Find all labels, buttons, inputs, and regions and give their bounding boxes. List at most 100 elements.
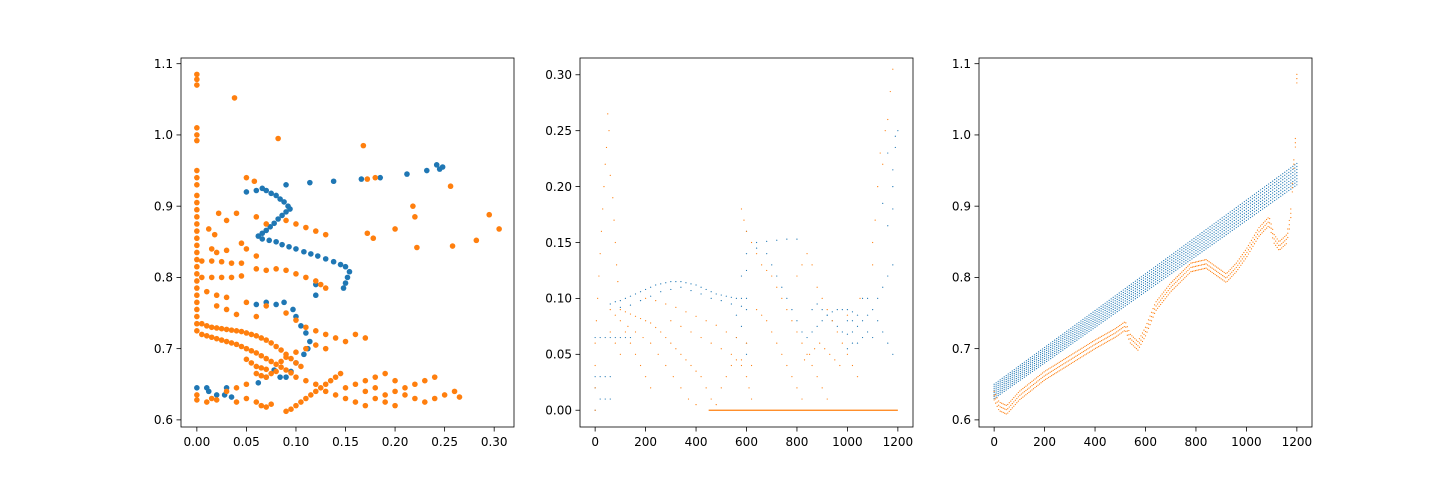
data-point	[1259, 195, 1262, 197]
data-point	[194, 328, 200, 334]
data-point	[1068, 342, 1070, 345]
data-point	[1238, 266, 1240, 269]
data-point	[614, 241, 616, 244]
data-point	[372, 174, 379, 181]
data-point	[1072, 342, 1074, 344]
y-tick-label: 0.7	[154, 342, 173, 356]
data-point	[1179, 253, 1181, 255]
data-point	[999, 387, 1001, 389]
data-point	[1052, 347, 1054, 349]
data-point	[634, 331, 637, 333]
data-point	[322, 345, 329, 352]
data-point	[1259, 189, 1262, 191]
data-point	[1021, 365, 1023, 367]
data-point	[1272, 195, 1274, 197]
data-point	[1259, 209, 1262, 212]
data-point	[1060, 341, 1062, 344]
data-point	[259, 236, 266, 242]
data-point	[1280, 183, 1282, 185]
data-point	[1021, 373, 1023, 375]
data-point	[1197, 245, 1199, 248]
data-point	[1163, 259, 1165, 262]
data-point	[1092, 320, 1094, 323]
data-point	[1088, 319, 1090, 321]
data-point	[228, 274, 235, 281]
data-point	[1140, 276, 1143, 278]
data-point	[1290, 176, 1292, 178]
data-point	[1189, 259, 1191, 261]
data-point	[1292, 165, 1294, 167]
data-point	[1130, 298, 1132, 300]
data-point	[1154, 273, 1157, 275]
data-point	[1233, 225, 1235, 227]
data-point	[1096, 315, 1098, 317]
data-point	[690, 289, 692, 292]
data-point	[808, 353, 811, 355]
data-point	[1007, 379, 1009, 381]
data-point	[1243, 201, 1245, 203]
data-point	[1055, 363, 1057, 365]
data-point	[194, 285, 200, 291]
data-point	[872, 308, 874, 311]
data-point	[1282, 245, 1284, 248]
data-point	[1241, 222, 1243, 224]
data-point	[1019, 375, 1021, 377]
data-point	[1161, 271, 1163, 274]
data-point	[1029, 365, 1032, 367]
data-point	[1249, 205, 1252, 207]
data-point	[1286, 185, 1288, 187]
data-point	[1165, 266, 1167, 268]
x-tick-label: 200	[634, 435, 657, 449]
data-point	[194, 313, 200, 320]
data-point	[1092, 323, 1094, 325]
axes-frame	[180, 57, 515, 428]
data-point	[1033, 354, 1036, 356]
data-point	[1068, 329, 1070, 331]
data-point	[1098, 309, 1100, 311]
data-point	[1029, 361, 1032, 363]
data-point	[1182, 270, 1184, 272]
data-point	[1263, 192, 1266, 194]
data-point	[1001, 392, 1003, 394]
data-point	[194, 235, 200, 242]
data-point	[1288, 228, 1290, 230]
y-tick-label: 0.30	[545, 68, 572, 82]
data-point	[283, 310, 289, 316]
data-point	[1276, 186, 1278, 188]
data-point	[213, 392, 220, 398]
data-point	[1031, 364, 1034, 366]
data-point	[1062, 349, 1064, 351]
data-point	[238, 240, 245, 247]
data-point	[892, 68, 894, 70]
data-point	[1086, 332, 1088, 334]
data-point	[644, 297, 647, 300]
data-point	[1173, 252, 1175, 254]
data-point	[213, 292, 220, 299]
data-point	[1245, 199, 1248, 201]
data-point	[1219, 232, 1221, 234]
data-point	[1076, 334, 1078, 337]
data-point	[1025, 372, 1028, 375]
data-point	[1203, 241, 1205, 243]
data-point	[730, 364, 732, 367]
data-point	[1120, 323, 1122, 326]
data-point	[340, 285, 347, 291]
data-point	[1078, 324, 1080, 326]
data-point	[422, 399, 428, 405]
data-point	[1112, 306, 1114, 308]
data-point	[223, 306, 230, 313]
data-point	[1159, 281, 1161, 283]
data-point	[1161, 266, 1163, 268]
data-point	[1249, 199, 1252, 201]
data-point	[670, 320, 672, 322]
data-point	[816, 376, 818, 378]
data-point	[1086, 322, 1088, 325]
data-point	[1255, 212, 1258, 214]
data-point	[1247, 253, 1250, 255]
data-point	[892, 264, 894, 266]
data-point	[1231, 212, 1233, 214]
data-point	[1255, 209, 1258, 211]
data-point	[1296, 181, 1298, 183]
data-point	[1241, 211, 1243, 213]
data-point	[650, 342, 652, 344]
